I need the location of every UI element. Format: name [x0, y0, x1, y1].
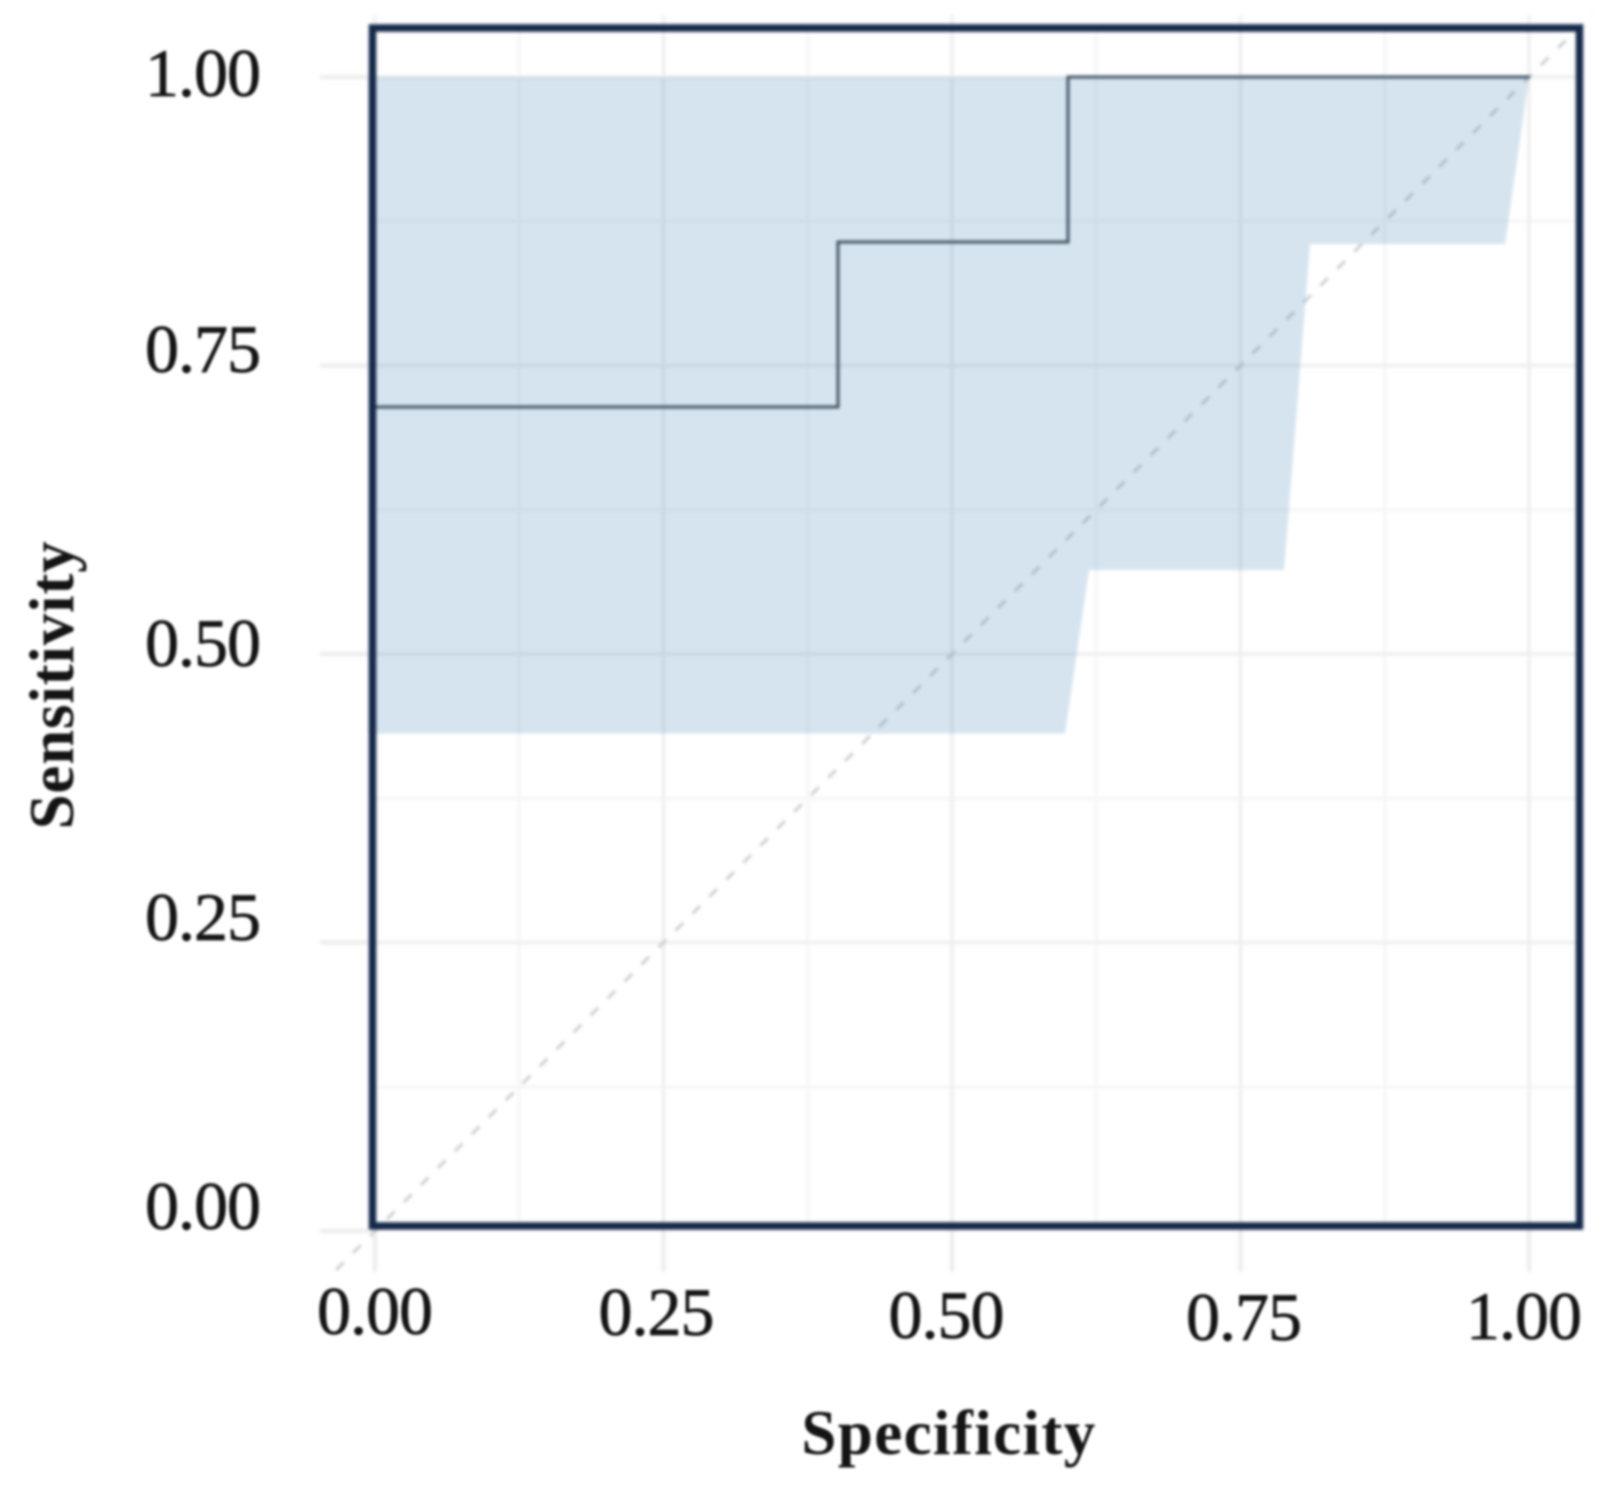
- svg-text:0.25: 0.25: [145, 879, 260, 955]
- svg-text:0.25: 0.25: [599, 1274, 714, 1350]
- svg-text:0.75: 0.75: [145, 311, 260, 387]
- svg-text:1.00: 1.00: [1466, 1278, 1581, 1354]
- svg-text:Specificity: Specificity: [801, 1398, 1096, 1468]
- svg-text:0.00: 0.00: [145, 1168, 260, 1244]
- svg-text:1.00: 1.00: [145, 35, 260, 111]
- svg-text:0.50: 0.50: [889, 1277, 1004, 1353]
- svg-text:0.75: 0.75: [1186, 1279, 1301, 1355]
- svg-text:0.50: 0.50: [145, 605, 260, 681]
- svg-text:0.00: 0.00: [317, 1273, 432, 1349]
- svg-text:Sensitivity: Sensitivity: [17, 541, 87, 830]
